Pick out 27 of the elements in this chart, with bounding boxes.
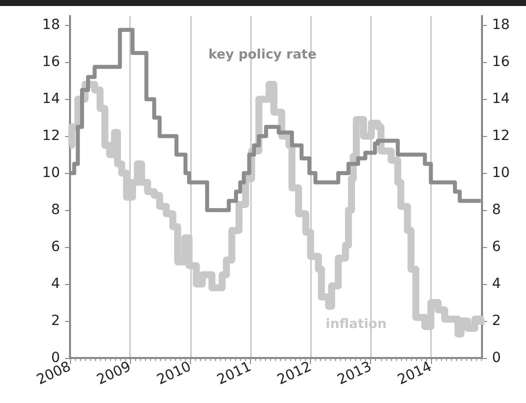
y2-tick-label: 4: [492, 276, 501, 292]
y2-tick-label: 14: [492, 91, 510, 108]
y-tick-label: 12: [42, 128, 60, 144]
y2-tick-label: 2: [492, 313, 501, 330]
x-tick-label: 2013: [335, 358, 374, 388]
y2-tick-label: 18: [492, 17, 510, 34]
x-tick-label: 2012: [274, 358, 314, 388]
y-tick-label: 16: [42, 54, 60, 70]
y-tick-label: 2: [51, 313, 60, 330]
y-tick-label: 0: [51, 350, 60, 366]
y-tick-label: 4: [51, 276, 60, 292]
y2-tick-label: 0: [492, 350, 501, 366]
y-tick-label: 10: [42, 165, 60, 182]
y2-tick-label: 16: [492, 54, 510, 70]
y2-tick-label: 10: [492, 165, 510, 182]
y2-tick-label: 8: [492, 202, 501, 218]
x-tick-label: 2010: [154, 358, 194, 388]
text: key policy rate: [208, 47, 317, 62]
y2-tick-label: 6: [492, 239, 501, 256]
y-tick-label: 14: [42, 91, 60, 108]
y2-tick-label: 12: [492, 128, 510, 144]
y-tick-label: 18: [42, 17, 60, 34]
x-tick-label: 2014: [395, 358, 434, 388]
y-tick-label: 8: [51, 202, 60, 218]
y-tick-label: 6: [51, 239, 60, 256]
x-tick-label: 2011: [214, 358, 254, 388]
x-tick-label: 2009: [94, 358, 134, 388]
